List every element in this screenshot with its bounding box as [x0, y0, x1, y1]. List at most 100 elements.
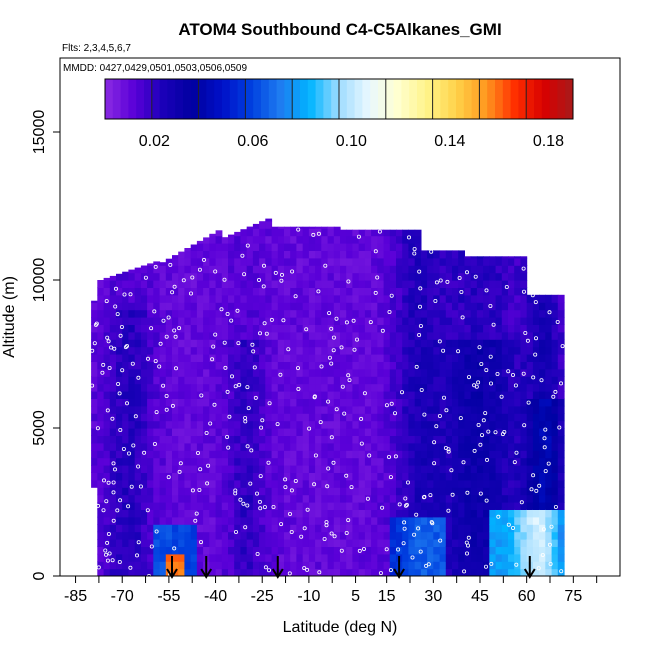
heatmap-cell	[408, 265, 415, 273]
heatmap-cell	[440, 487, 447, 495]
heatmap-cell	[328, 295, 335, 303]
heatmap-cell	[209, 243, 216, 251]
heatmap-cell	[334, 480, 341, 488]
heatmap-cell	[178, 421, 185, 429]
heatmap-cell	[110, 524, 117, 532]
heatmap-cell	[122, 272, 129, 274]
heatmap-cell	[346, 324, 353, 332]
heatmap-cell	[116, 532, 123, 540]
heatmap-cell	[402, 428, 409, 436]
heatmap-cell	[247, 428, 254, 436]
heatmap-cell	[390, 554, 397, 562]
heatmap-cell	[216, 339, 223, 347]
heatmap-cell	[135, 361, 142, 369]
heatmap-cell	[234, 569, 241, 577]
heatmap-cell	[477, 265, 484, 273]
heatmap-cell	[514, 280, 521, 288]
heatmap-cell	[91, 413, 98, 421]
heatmap-cell	[228, 569, 235, 577]
heatmap-cell	[533, 361, 540, 369]
heatmap-cell	[97, 302, 104, 310]
heatmap-cell	[377, 435, 384, 443]
heatmap-cell	[209, 317, 216, 325]
heatmap-cell	[421, 569, 428, 577]
heatmap-cell	[259, 295, 266, 303]
heatmap-cell	[415, 554, 422, 562]
heatmap-cell	[265, 532, 272, 540]
heatmap-cell	[290, 287, 297, 295]
heatmap-cell	[247, 280, 254, 288]
heatmap-cell	[104, 287, 111, 295]
heatmap-cell	[153, 524, 160, 532]
heatmap-cell	[328, 509, 335, 517]
heatmap-cell	[259, 376, 266, 384]
heatmap-cell	[390, 428, 397, 436]
heatmap-cell	[110, 406, 117, 414]
heatmap-cell	[520, 361, 527, 369]
heatmap-cell	[402, 465, 409, 473]
heatmap-cell	[421, 384, 428, 392]
heatmap-cell	[365, 287, 372, 295]
heatmap-cell	[415, 324, 422, 332]
heatmap-cell	[135, 295, 142, 303]
heatmap-cell	[471, 265, 478, 273]
heatmap-cell	[520, 265, 527, 273]
heatmap-cell	[408, 273, 415, 281]
heatmap-cell	[172, 435, 179, 443]
heatmap-cell	[340, 391, 347, 399]
heatmap-cell	[303, 398, 310, 406]
heatmap-cell	[296, 487, 303, 495]
heatmap-cell	[240, 332, 247, 340]
heatmap-cell	[452, 539, 459, 547]
heatmap-cell	[421, 472, 428, 480]
heatmap-cell	[496, 406, 503, 414]
heatmap-cell	[440, 495, 447, 503]
heatmap-cell	[402, 339, 409, 347]
heatmap-cell	[247, 384, 254, 392]
heatmap-cell	[284, 243, 291, 251]
heatmap-cell	[458, 435, 465, 443]
heatmap-cell	[371, 332, 378, 340]
heatmap-cell	[160, 539, 167, 547]
heatmap-cell	[508, 554, 515, 562]
heatmap-cell	[234, 450, 241, 458]
heatmap-cell	[209, 495, 216, 503]
heatmap-cell	[309, 310, 316, 318]
heatmap-cell	[359, 569, 366, 577]
heatmap-cell	[272, 435, 279, 443]
heatmap-cell	[234, 250, 241, 258]
heatmap-cell	[365, 295, 372, 303]
heatmap-cell	[527, 524, 534, 532]
heatmap-cell	[346, 546, 353, 554]
heatmap-cell	[228, 376, 235, 384]
heatmap-cell	[122, 532, 129, 540]
heatmap-cell	[533, 546, 540, 554]
heatmap-cell	[321, 347, 328, 355]
heatmap-cell	[128, 295, 135, 303]
heatmap-cell	[153, 273, 160, 281]
heatmap-cell	[433, 532, 440, 540]
heatmap-cell	[508, 487, 515, 495]
heatmap-cell	[502, 324, 509, 332]
heatmap-cell	[216, 273, 223, 281]
heatmap-cell	[141, 554, 148, 562]
heatmap-cell	[253, 384, 260, 392]
heatmap-cell	[552, 369, 559, 377]
heatmap-cell	[328, 554, 335, 562]
heatmap-cell	[172, 421, 179, 429]
heatmap-cell	[334, 546, 341, 554]
heatmap-cell	[278, 354, 285, 362]
heatmap-cell	[477, 472, 484, 480]
heatmap-cell	[296, 421, 303, 429]
heatmap-cell	[278, 361, 285, 369]
heatmap-cell	[228, 398, 235, 406]
heatmap-cell	[384, 413, 391, 421]
heatmap-cell	[508, 509, 515, 517]
heatmap-cell	[253, 243, 260, 251]
heatmap-cell	[545, 480, 552, 488]
heatmap-cell	[477, 354, 484, 362]
heatmap-cell	[321, 310, 328, 318]
heatmap-cell	[172, 472, 179, 480]
heatmap-cell	[315, 280, 322, 288]
heatmap-cell	[483, 384, 490, 392]
